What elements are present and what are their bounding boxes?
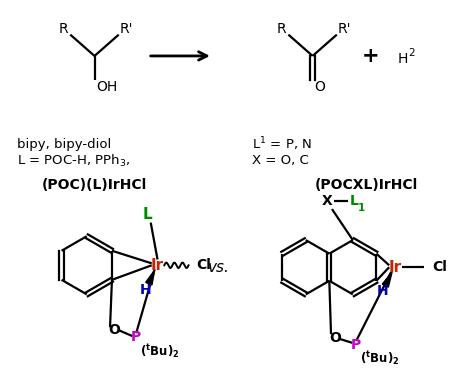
Polygon shape <box>382 272 392 287</box>
Text: Ir: Ir <box>388 260 401 275</box>
Text: O: O <box>329 331 341 345</box>
Text: P: P <box>131 330 141 344</box>
Text: H: H <box>398 52 408 66</box>
Polygon shape <box>146 270 155 285</box>
Text: L: L <box>350 194 359 208</box>
Text: $\mathbf{(^tBu)_2}$: $\mathbf{(^tBu)_2}$ <box>360 350 400 367</box>
Text: (POCXL)IrHCl: (POCXL)IrHCl <box>314 178 418 192</box>
Text: R: R <box>59 22 68 36</box>
Text: +: + <box>362 46 380 66</box>
Text: P: P <box>351 338 361 352</box>
Text: 1: 1 <box>357 203 365 213</box>
Text: R': R' <box>120 22 133 36</box>
Text: $\mathbf{(^tBu)_2}$: $\mathbf{(^tBu)_2}$ <box>140 342 180 360</box>
Text: bipy, bipy-diol: bipy, bipy-diol <box>17 138 111 151</box>
Text: H: H <box>140 283 152 296</box>
Text: O: O <box>108 323 120 337</box>
Text: (POC)(L)IrHCl: (POC)(L)IrHCl <box>42 178 147 192</box>
Text: X: X <box>322 194 333 208</box>
Text: Ir: Ir <box>151 258 164 273</box>
Text: Cl: Cl <box>432 260 447 274</box>
Text: O: O <box>315 80 326 94</box>
Text: H: H <box>376 285 388 299</box>
Text: X = O, C: X = O, C <box>252 154 308 167</box>
Text: L: L <box>143 208 153 222</box>
Text: R': R' <box>338 22 351 36</box>
Text: Cl: Cl <box>196 258 211 272</box>
Text: R: R <box>277 22 286 36</box>
Text: vs.: vs. <box>208 260 229 275</box>
Text: OH: OH <box>97 80 118 94</box>
Text: 2: 2 <box>408 48 415 58</box>
Text: L = POC-H, PPh$_3$,: L = POC-H, PPh$_3$, <box>17 152 130 169</box>
Text: L$^1$ = P, N: L$^1$ = P, N <box>252 135 312 153</box>
